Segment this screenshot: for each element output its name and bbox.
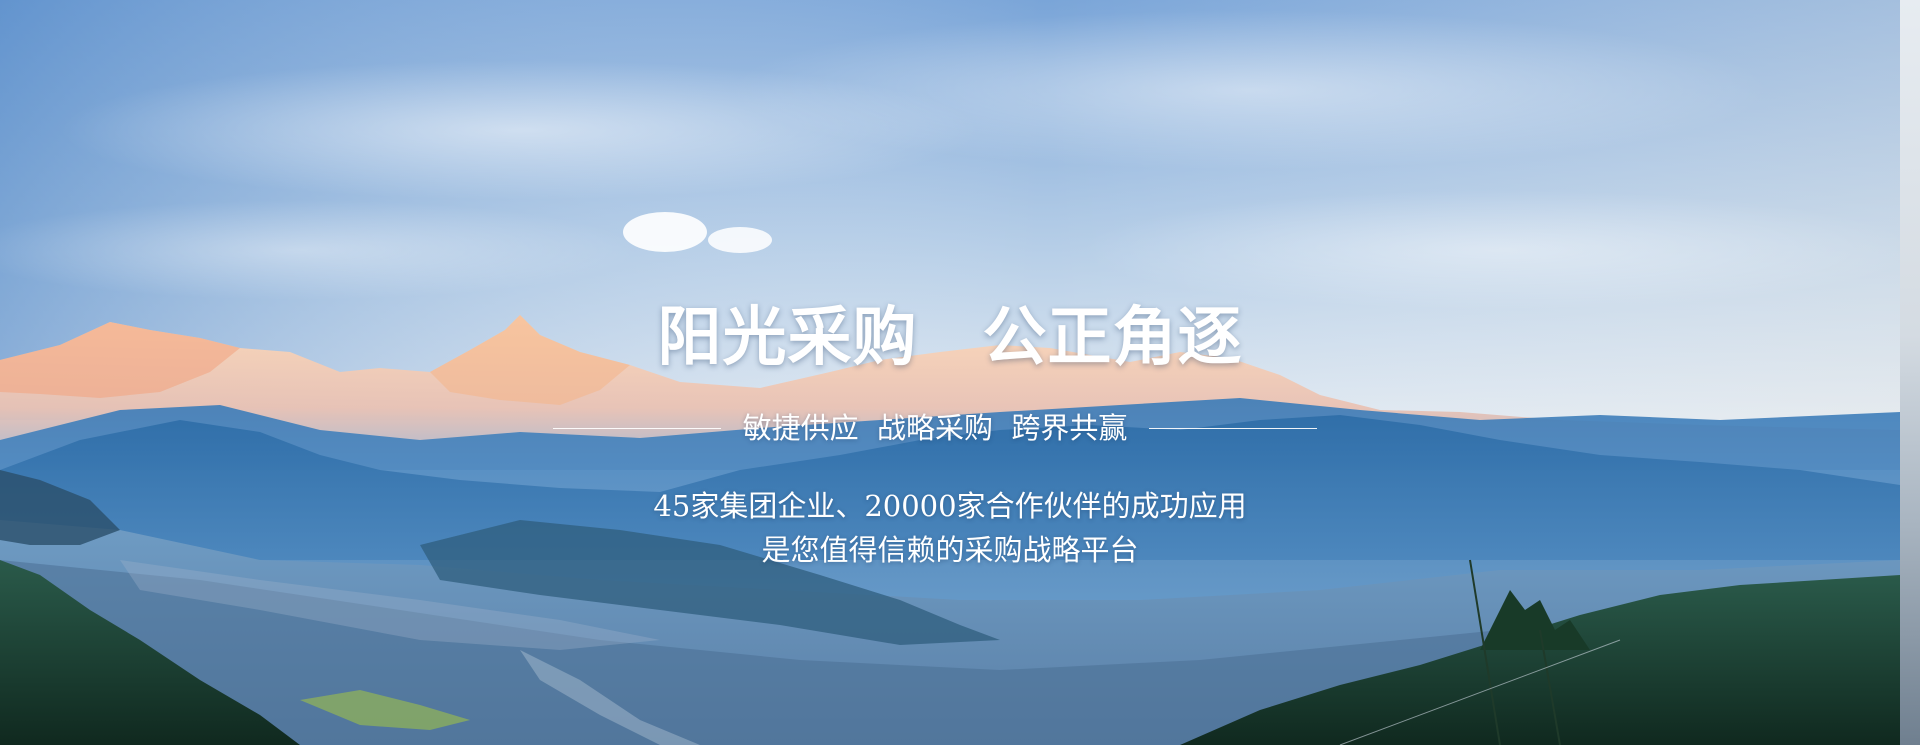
page-scrollbar-edge (1900, 0, 1920, 745)
hero-tagline: 敏捷供应 战略采购 跨界共赢 (742, 411, 1128, 445)
tagline-row: 敏捷供应 战略采购 跨界共赢 (530, 408, 1340, 448)
hero-description-line-2: 是您值得信赖的采购战略平台 (761, 533, 1139, 567)
tagline-left-rule (552, 427, 721, 429)
hero-description-line-1: 45家集团企业、20000家合作伙伴的成功应用 (653, 489, 1247, 523)
hero-headline: 阳光采购 公正角逐 (657, 300, 1243, 375)
tagline-right-rule (1149, 427, 1318, 429)
